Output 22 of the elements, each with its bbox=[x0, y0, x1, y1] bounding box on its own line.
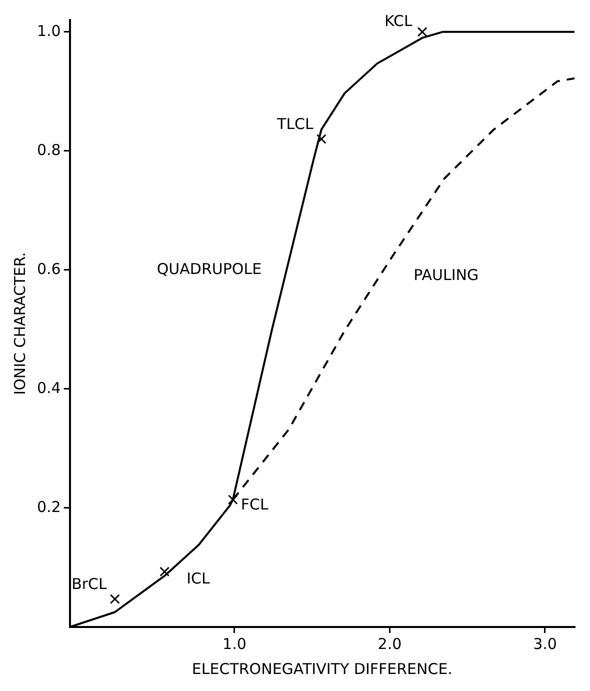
point bbox=[110, 594, 120, 604]
y-tick-label: 0.8 bbox=[36, 140, 61, 159]
y-tick-label: 0.2 bbox=[36, 498, 61, 516]
annotation: BrCL bbox=[72, 574, 108, 593]
point bbox=[228, 494, 238, 505]
point bbox=[417, 26, 428, 37]
y-tick-label: 1.0 bbox=[36, 22, 61, 40]
x-tick-label: 3.0 bbox=[533, 634, 557, 653]
annotation: ICL bbox=[186, 570, 210, 588]
y-tick-label: 0.6 bbox=[36, 260, 61, 278]
annotation: KCL bbox=[384, 12, 413, 30]
series-label: QUADRUPOLE bbox=[156, 260, 262, 278]
point bbox=[160, 566, 170, 577]
x-tick-label: 1.0 bbox=[222, 634, 246, 653]
annotation: FCL bbox=[240, 496, 269, 514]
point bbox=[316, 134, 326, 144]
annotation: TLCL bbox=[276, 114, 314, 133]
series-label: PAULING bbox=[414, 266, 479, 284]
x-tick-label: 2.0 bbox=[378, 634, 402, 653]
y-tick-label: 0.4 bbox=[36, 378, 61, 397]
x-axis-title: ELECTRONEGATIVITY DIFFERENCE. bbox=[192, 660, 452, 678]
y-axis-title: IONIC CHARACTER. bbox=[10, 252, 29, 395]
